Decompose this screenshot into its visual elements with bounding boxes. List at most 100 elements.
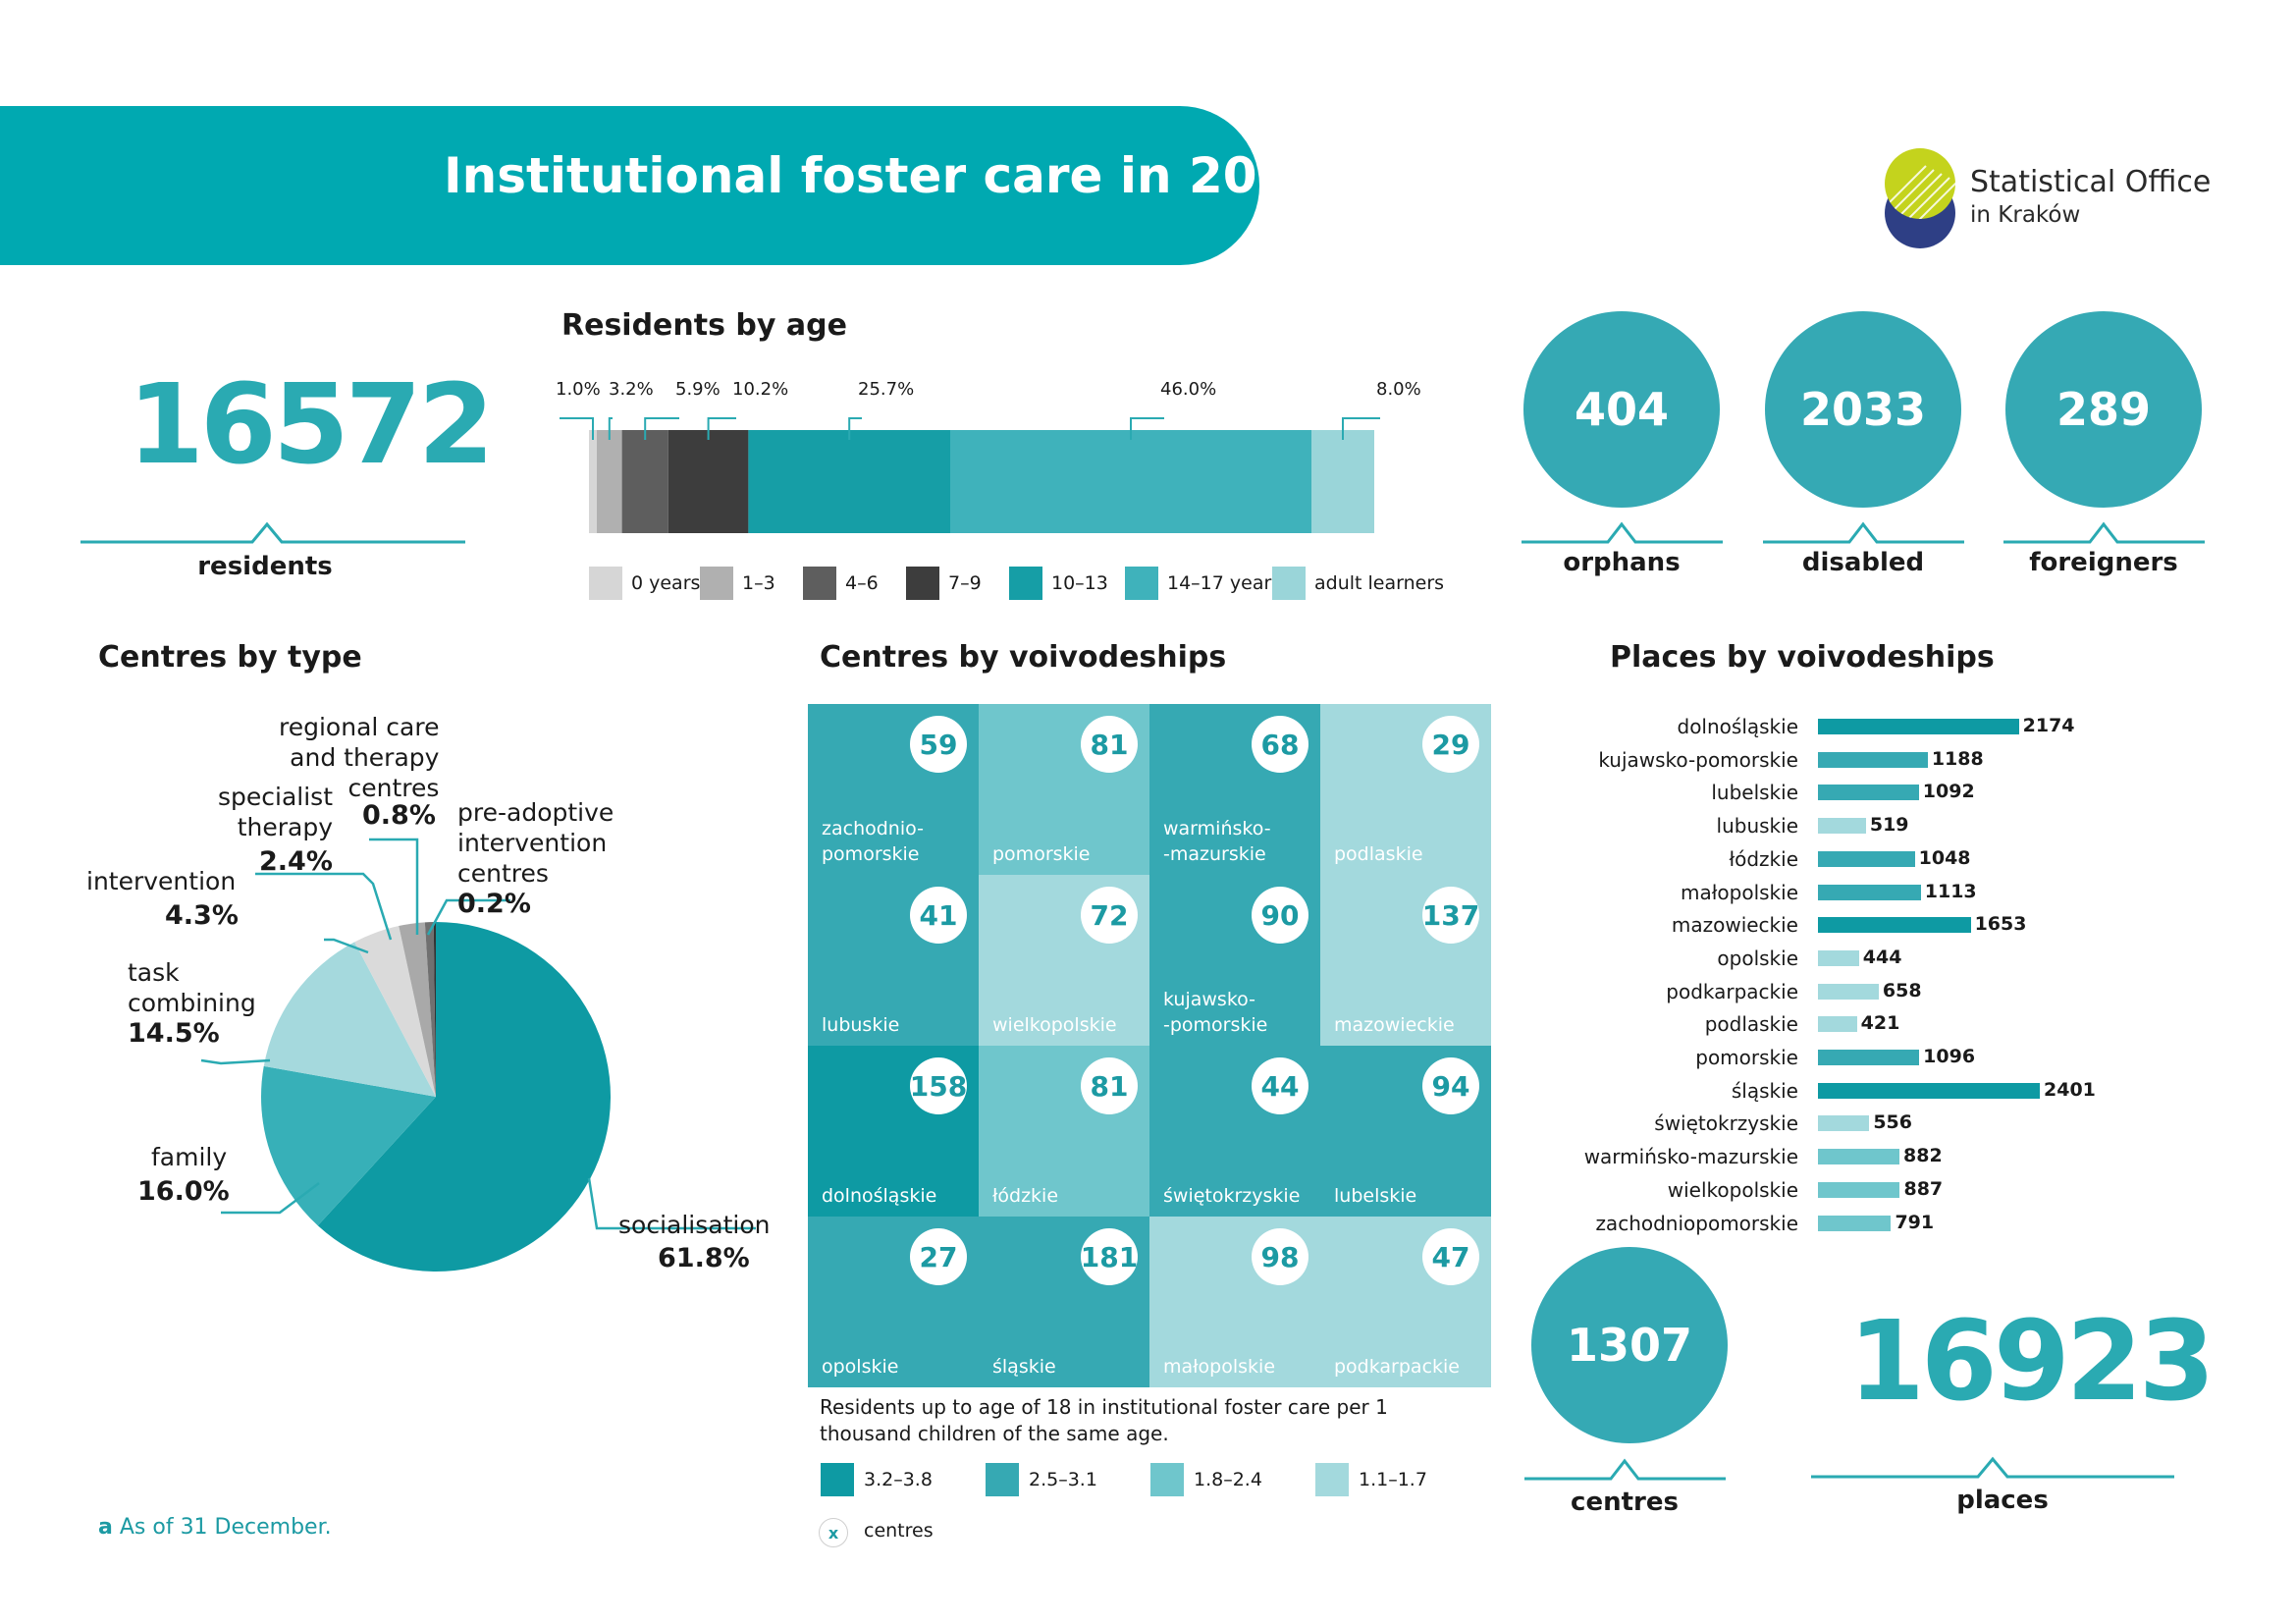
centres-badge: 94	[1422, 1057, 1479, 1114]
age-legend-label-6: adult learners	[1314, 572, 1445, 594]
voivodeship-tile-name: warmińsko- -mazurskie	[1163, 818, 1271, 865]
centres-badge: 90	[1252, 887, 1308, 944]
centres-marker-label: centres	[864, 1520, 934, 1542]
centres-badge: 98	[1252, 1228, 1308, 1285]
voivodeship-tile-name: świętokrzyskie	[1163, 1185, 1301, 1207]
centres-badge: 44	[1252, 1057, 1308, 1114]
centres-by-voivodeships-title: Centres by voivodeships	[820, 640, 1227, 675]
age-legend-swatch-1	[700, 567, 733, 600]
places-by-voivodeships-title: Places by voivodeships	[1610, 640, 1995, 675]
places-category-label: małopolskie	[1680, 880, 1798, 904]
pie-leader-specialist	[255, 872, 393, 941]
stat-label-disabled: disabled	[1801, 548, 1925, 577]
residents-by-age-chart: 1.0% 3.2% 5.9% 10.2% 25.7% 46.0% 8.0%	[556, 379, 1421, 533]
age-value-label-4: 25.7%	[858, 379, 914, 400]
places-bar-value: 1092	[1922, 781, 1975, 803]
residents-underline	[80, 521, 465, 544]
places-bar	[1818, 785, 1919, 801]
voivodeship-tile-name: zachodnio- pomorskie	[822, 818, 924, 865]
places-bar	[1818, 751, 1928, 768]
places-bar	[1818, 850, 1915, 867]
voivodeship-tile: 27 opolskie	[808, 1217, 979, 1387]
voivodeship-tile-name: mazowieckie	[1334, 1014, 1455, 1036]
centres-marker-icon: x	[819, 1518, 848, 1547]
voivodeship-tile-name: pomorskie	[992, 843, 1091, 865]
places-bar	[1818, 983, 1879, 1000]
age-value-label-6: 8.0%	[1376, 379, 1421, 400]
voivodeship-tile: 29 podlaskie	[1320, 704, 1491, 875]
centres-by-type-pie	[200, 838, 756, 1272]
stat-label-orphans: orphans	[1563, 548, 1681, 577]
places-category-label: pomorskie	[1695, 1046, 1798, 1069]
age-bar-segment-1	[597, 430, 622, 533]
pie-slice-5	[424, 922, 436, 1097]
age-leader-1	[608, 417, 613, 440]
places-category-label: lubelskie	[1711, 781, 1798, 805]
centres-value: 1307	[1566, 1319, 1693, 1372]
voivodeship-tile-name: podkarpackie	[1334, 1356, 1460, 1378]
pie-leader-family	[221, 1182, 320, 1215]
age-legend-swatch-3	[906, 567, 939, 600]
residents-value: 16572	[128, 361, 495, 489]
pie-label-specialist: specialist therapy	[218, 783, 334, 841]
residents-label: residents	[197, 552, 333, 581]
centres-badge: 59	[910, 716, 967, 773]
places-bar	[1818, 1016, 1857, 1033]
footnote-marker: a	[98, 1515, 113, 1540]
tile-legend-swatch-0	[821, 1463, 854, 1496]
places-bar-value: 2174	[2022, 715, 2075, 736]
age-bar-segment-4	[748, 430, 950, 533]
tile-legend-title: Residents up to age of 18 in institution…	[820, 1395, 1388, 1445]
pie-value-specialist: 2.4%	[259, 846, 333, 877]
places-bar-value: 1188	[1931, 747, 1984, 770]
logo-line2: in Kraków	[1970, 202, 2081, 228]
pie-value-regional: 0.8%	[362, 800, 436, 831]
stat-circle-disabled: 2033	[1765, 311, 1961, 508]
age-legend-swatch-6	[1272, 567, 1306, 600]
age-bar-segment-3	[667, 430, 749, 533]
voivodeship-tile-name: podlaskie	[1334, 843, 1423, 865]
places-bar-value: 791	[1895, 1211, 1935, 1233]
pie-value-preadoptive: 0.2%	[457, 889, 531, 919]
pie-label-socialisation: socialisation	[618, 1211, 771, 1239]
centres-badge: 181	[1081, 1228, 1138, 1285]
centres-badge: 81	[1081, 1057, 1138, 1114]
residents-by-age-title: Residents by age	[561, 308, 847, 343]
places-bar-value: 1653	[1974, 913, 2027, 936]
voivodeship-tile: 137 mazowieckie	[1320, 875, 1491, 1046]
voivodeship-tile-name: łódzkie	[992, 1185, 1059, 1207]
age-legend-label-4: 10–13	[1051, 572, 1108, 594]
centres-badge: 72	[1081, 887, 1138, 944]
pie-label-intervention: intervention	[86, 867, 237, 895]
places-bar-value: 421	[1860, 1012, 1900, 1035]
centres-badge: 137	[1422, 887, 1479, 944]
places-bar	[1818, 1215, 1892, 1231]
places-category-label: śląskie	[1731, 1078, 1798, 1103]
places-bar	[1818, 1149, 1900, 1165]
places-category-label: świętokrzyskie	[1654, 1111, 1798, 1136]
places-category-label: zachodniopomorskie	[1595, 1211, 1798, 1235]
age-value-label-1: 3.2%	[609, 379, 654, 400]
pie-leader-intervention	[324, 938, 369, 954]
voivodeship-tile-name: śląskie	[992, 1356, 1056, 1378]
places-bar-value: 658	[1882, 979, 1922, 1001]
voivodeship-tile: 81 pomorskie	[979, 704, 1149, 875]
centres-label: centres	[1571, 1488, 1679, 1517]
age-bar-segment-6	[1311, 430, 1374, 533]
voivodeship-tile: 44 świętokrzyskie	[1149, 1046, 1320, 1217]
age-legend-label-1: 1–3	[742, 572, 775, 594]
stat-underline-foreigners	[2003, 521, 2205, 544]
pie-leader-preadoptive	[426, 898, 510, 936]
centres-badge: 41	[910, 887, 967, 944]
pie-slice-4	[399, 922, 436, 1097]
voivodeship-tile: 94 lubelskie	[1320, 1046, 1491, 1217]
places-bar	[1818, 1050, 1920, 1065]
age-legend-label-2: 4–6	[845, 572, 879, 594]
pie-value-task: 14.5%	[128, 1018, 220, 1049]
tile-legend-label-3: 1.1–1.7	[1359, 1469, 1427, 1490]
places-category-label: kujawsko-pomorskie	[1598, 747, 1798, 772]
places-bar-value: 556	[1873, 1111, 1912, 1134]
centres-badge: 29	[1422, 716, 1479, 773]
voivodeship-tile-name: opolskie	[822, 1356, 899, 1378]
tile-legend-swatch-2	[1150, 1463, 1184, 1496]
